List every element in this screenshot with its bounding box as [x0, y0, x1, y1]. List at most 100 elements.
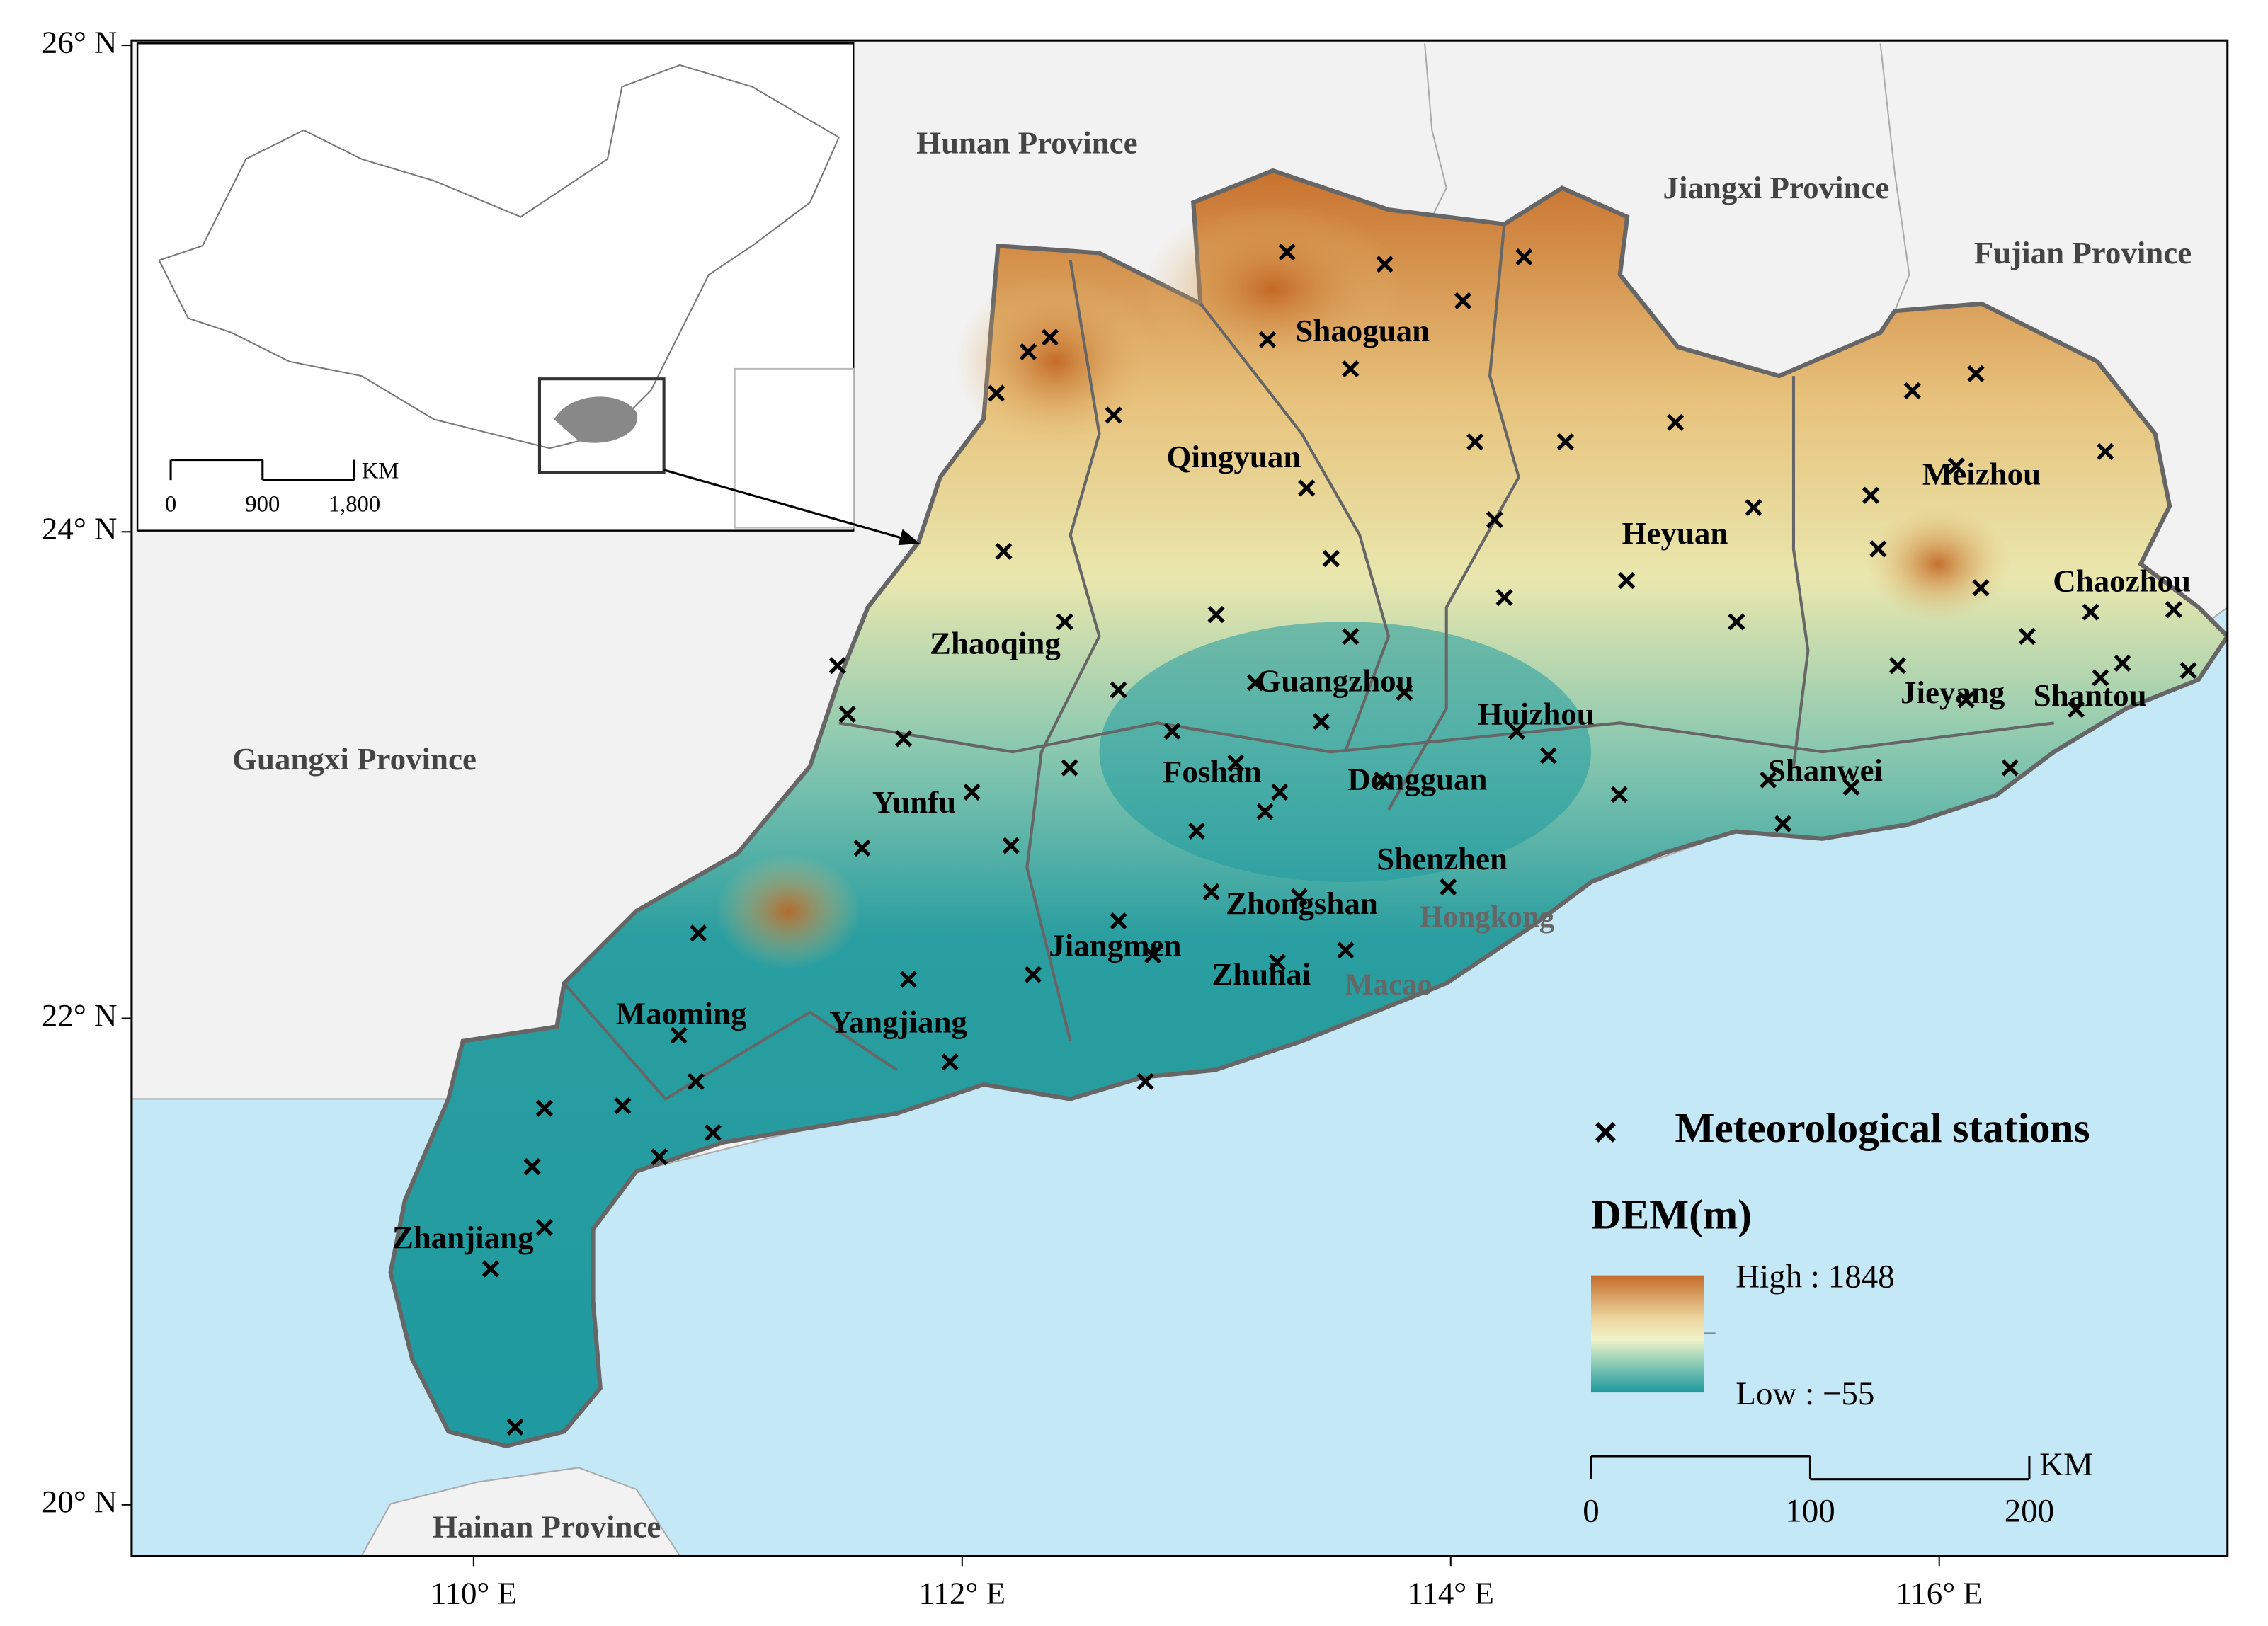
- arrow-head: [898, 529, 921, 546]
- station-marker: [1618, 571, 1636, 590]
- station-marker: [1271, 783, 1289, 801]
- inset: 0 900 1,800 KM: [136, 42, 921, 546]
- station-marker: [2001, 759, 2019, 777]
- station-marker: [1061, 759, 1078, 777]
- station-marker: [1019, 343, 1037, 361]
- station-marker: [2082, 603, 2099, 621]
- dem-high: High : 1848: [1736, 1259, 1894, 1295]
- station-marker: [1515, 248, 1533, 266]
- city-label: Shaoguan: [1295, 313, 1430, 348]
- frame: [130, 39, 2229, 1557]
- city-label: Maoming: [616, 995, 747, 1031]
- y-tick-label: 20° N: [42, 1484, 118, 1519]
- station-marker: [1842, 779, 1860, 796]
- city-label: Yunfu: [872, 784, 956, 820]
- station-marker: [1342, 360, 1360, 378]
- x-tick-label: 116° E: [1896, 1575, 1983, 1610]
- scale-label: 1,800: [329, 491, 381, 517]
- province-label: Hunan Province: [916, 125, 1137, 161]
- scale-label: 0: [165, 491, 176, 517]
- station-marker: [2097, 442, 2114, 460]
- legend-label: Meteorological stations: [1675, 1104, 2090, 1151]
- city-label: Shenzhen: [1377, 841, 1508, 876]
- axes: 110° E 112° E 114° E 116° E 20° N 22° N 24° N 2…: [42, 24, 1983, 1610]
- scale-bar: 0 100 200 KM: [1583, 1446, 2093, 1529]
- region-label: Macao: [1345, 968, 1432, 1002]
- city-label: Zhanjiang: [392, 1220, 534, 1255]
- station-marker: [1227, 754, 1245, 772]
- y-tick-label: 22° N: [42, 997, 118, 1033]
- station-marker: [1105, 406, 1122, 424]
- station-marker: [690, 924, 707, 942]
- x-tick-label: 112° E: [919, 1575, 1005, 1610]
- city-label: Foshan: [1163, 754, 1262, 789]
- station-marker: [2018, 627, 2036, 646]
- station-marker: [828, 657, 846, 675]
- station-marker: [1396, 683, 1413, 702]
- province-border: [1424, 43, 1447, 217]
- station-marker: [2179, 662, 2197, 680]
- stations: [481, 244, 2197, 1436]
- region-label: Hongkong: [1420, 900, 1555, 934]
- station-marker: [481, 1260, 500, 1278]
- map-body: [131, 40, 2228, 1556]
- station-marker: [614, 1097, 632, 1115]
- x-tick-label: 110° E: [431, 1575, 517, 1610]
- labels: Shaoguan Qingyuan Heyuan Meizhou Chaozhou Zha…: [232, 125, 2192, 1545]
- province-label: Guangxi Province: [232, 741, 477, 777]
- border: [1791, 376, 1810, 767]
- province-border: [1879, 43, 1910, 311]
- station-marker: [1486, 511, 1503, 529]
- station-marker: [1290, 888, 1308, 905]
- province-label: Fujian Province: [1974, 235, 2192, 270]
- border: [1387, 224, 1521, 811]
- station-marker: [535, 1218, 554, 1237]
- station-marker: [650, 1148, 668, 1166]
- mountain: [1142, 202, 1403, 377]
- station-marker: [1972, 579, 1990, 597]
- station-marker: [995, 542, 1013, 560]
- station-marker: [838, 705, 856, 723]
- border: [1199, 302, 1391, 752]
- scale-label: 0: [1583, 1492, 1599, 1529]
- station-marker: [1024, 966, 1042, 983]
- station-marker: [941, 1053, 959, 1071]
- scale-unit: KM: [362, 458, 399, 483]
- station-marker: [1760, 771, 1777, 789]
- city-label: Dongguan: [1347, 761, 1487, 796]
- station-marker: [1774, 815, 1792, 832]
- station-marker: [2114, 654, 2131, 672]
- station-marker: [1256, 803, 1274, 820]
- station-marker: [899, 971, 918, 988]
- station-marker: [853, 839, 871, 857]
- province-label: Hainan Province: [433, 1508, 661, 1544]
- city-borders: [563, 224, 2054, 1101]
- scale-label: 900: [245, 491, 280, 517]
- station-marker: [1539, 747, 1557, 765]
- city-label: Yangjiang: [829, 1004, 967, 1040]
- station-marker: [963, 783, 981, 801]
- station-marker: [2165, 601, 2182, 619]
- city-label: Shantou: [2034, 677, 2147, 713]
- station-marker: [1136, 1072, 1154, 1090]
- south-sea-box: [734, 367, 855, 529]
- guangdong-inset: [554, 396, 638, 443]
- station-marker: [1246, 674, 1264, 692]
- station-marker: [1862, 486, 1880, 504]
- mountain: [716, 853, 861, 969]
- china-outline: [158, 64, 840, 450]
- city-label: Jiangmen: [1049, 927, 1181, 963]
- station-marker: [1312, 713, 1330, 731]
- station-marker: [1110, 912, 1127, 930]
- city-label: Zhaoqing: [930, 625, 1061, 660]
- station-marker: [1967, 365, 1985, 383]
- station-marker: [1869, 540, 1887, 558]
- station-marker: [1957, 691, 1975, 709]
- station-marker: [1745, 498, 1762, 517]
- station-marker: [1202, 883, 1220, 900]
- station-marker: [1556, 433, 1574, 451]
- legend: Meteorological stations DEM(m) High : 18…: [1583, 1104, 2093, 1529]
- pointer-arrow: [663, 469, 912, 542]
